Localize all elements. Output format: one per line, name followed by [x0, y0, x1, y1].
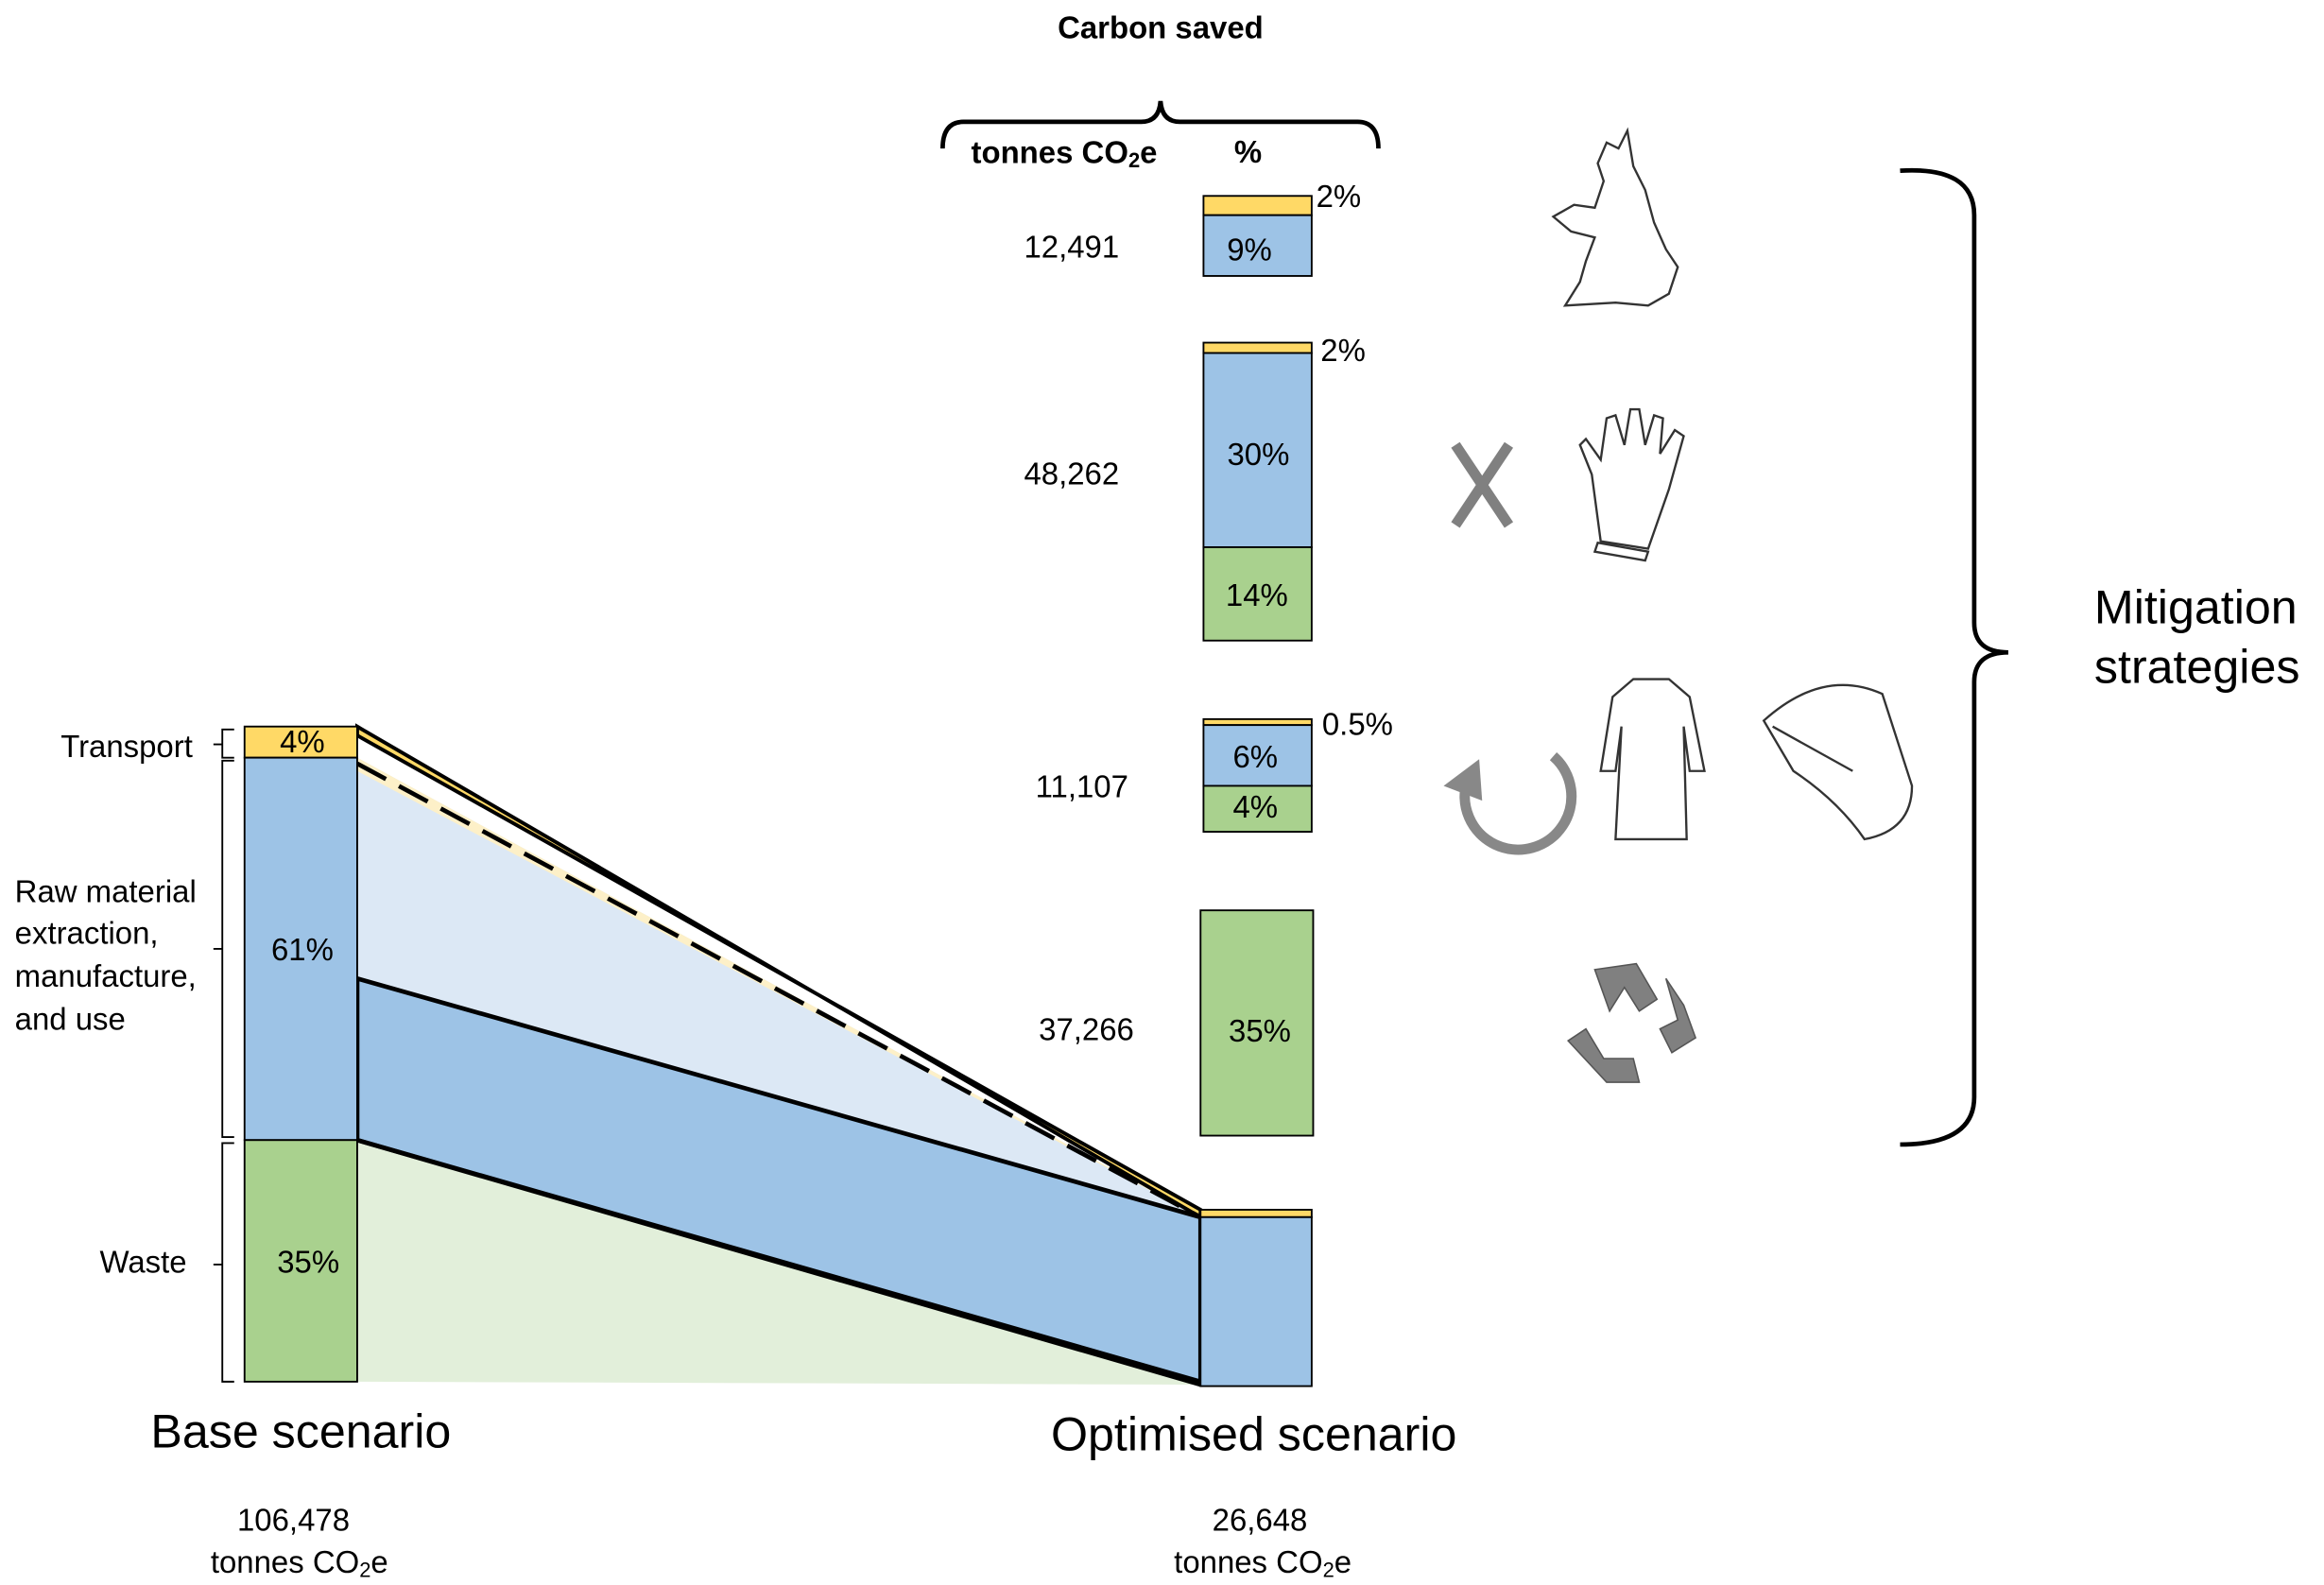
unit: tonnes CO2e — [211, 1543, 388, 1581]
unit-suffix: e — [370, 1543, 387, 1578]
unit-sub: 2 — [359, 1558, 370, 1581]
category-label: extraction, — [15, 916, 159, 951]
base-waste — [243, 1139, 358, 1383]
bracket — [213, 728, 234, 759]
base-share: 61% — [271, 932, 334, 967]
base-use — [243, 756, 358, 1142]
gown-icon — [1599, 678, 1706, 841]
percent-header: % — [1234, 134, 1262, 169]
strategy-transport — [1202, 195, 1313, 216]
base-title: Base scenario — [150, 1405, 451, 1458]
strategy-waste — [1202, 784, 1313, 833]
recycle-icon — [1566, 962, 1697, 1083]
dashed-flow — [355, 761, 1202, 1219]
strategy-waste — [1199, 909, 1315, 1137]
base-share: 35% — [277, 1245, 339, 1280]
uk-map-icon — [1551, 127, 1679, 307]
base-share: 4% — [280, 724, 325, 759]
optimised-title: Optimised scenario — [1051, 1408, 1456, 1461]
header-brace — [940, 100, 1381, 149]
category-label: Waste — [100, 1245, 187, 1280]
category-label: Raw material — [15, 874, 197, 909]
strategy-share: 0.5% — [1322, 706, 1393, 741]
base-total: 106,478 — [237, 1503, 350, 1538]
unit-sub: 2 — [1323, 1558, 1334, 1581]
unit-prefix: tonnes CO — [211, 1543, 359, 1578]
cross-icon — [1451, 441, 1514, 528]
header-title: Carbon saved — [1058, 9, 1264, 44]
bracket — [213, 759, 234, 1139]
optimised-transport — [1199, 1209, 1313, 1218]
waste-flow-line — [356, 1137, 1201, 1387]
carbon-saved: 37,266 — [1039, 1011, 1134, 1046]
unit: tonnes CO2e — [1174, 1543, 1351, 1581]
bracket — [213, 1142, 234, 1383]
unit-suffix: e — [1334, 1543, 1351, 1578]
strategy-share: 4% — [1233, 789, 1279, 824]
reuse-icon — [1459, 751, 1577, 855]
strategy-share: 30% — [1227, 437, 1289, 472]
base-transport — [243, 725, 358, 759]
strategy-share: 6% — [1233, 739, 1279, 774]
strategy-waste — [1202, 546, 1313, 642]
strategy-use — [1202, 352, 1313, 548]
glove-icon — [1578, 407, 1685, 562]
carbon-saved: 11,107 — [1036, 768, 1128, 803]
strategy-use — [1202, 724, 1313, 787]
strategy-transport — [1202, 341, 1313, 354]
optimised-total: 26,648 — [1213, 1503, 1308, 1538]
optimised-use — [1199, 1215, 1313, 1387]
side-label: Mitigation — [2094, 581, 2298, 634]
category-label: Transport — [60, 729, 193, 764]
strategy-share: 14% — [1226, 577, 1288, 612]
unit-header: tonnes CO2e — [972, 134, 1158, 172]
side-label: strategies — [2094, 640, 2300, 693]
category-label: manufacture, — [15, 958, 197, 993]
face-shield-icon — [1762, 683, 1914, 841]
unit-prefix: tonnes CO — [1174, 1543, 1322, 1578]
strategy-use — [1202, 214, 1313, 277]
strategy-share: 9% — [1227, 233, 1272, 267]
unit-prefix: tonnes CO — [972, 134, 1128, 169]
strategy-share: 35% — [1229, 1013, 1291, 1048]
strategies-brace — [1900, 167, 2009, 1147]
strategy-share: 2% — [1317, 179, 1362, 214]
unit-suffix: e — [1140, 134, 1157, 169]
reuse-arrowhead — [1443, 759, 1483, 801]
unit-sub: 2 — [1128, 148, 1140, 172]
strategy-share: 2% — [1320, 333, 1366, 368]
category-label: and use — [15, 1001, 126, 1036]
carbon-saved: 48,262 — [1024, 456, 1119, 491]
carbon-saved: 12,491 — [1024, 229, 1119, 264]
